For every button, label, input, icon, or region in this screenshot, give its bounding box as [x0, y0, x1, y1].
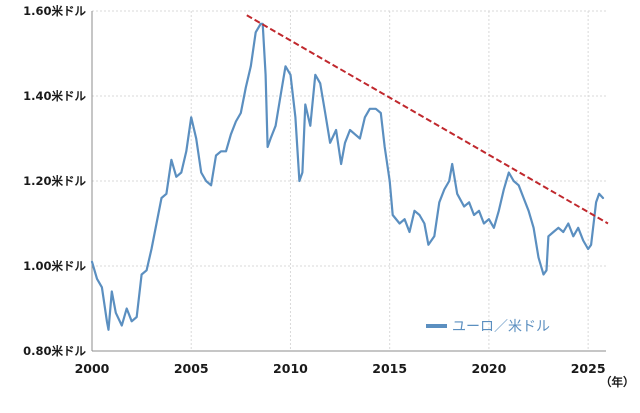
- trendline-layer: [246, 14, 609, 225]
- y-tick-label-1: 1.00米ドル: [23, 259, 86, 273]
- x-axis-unit-label: （年）: [600, 375, 635, 389]
- series-line-eurusd: [90, 22, 605, 331]
- x-tick-label-1: 2005: [174, 361, 209, 376]
- axes: [91, 11, 606, 352]
- series-layer: [90, 22, 605, 331]
- x-tick-label-3: 2015: [372, 361, 407, 376]
- gridlines: [92, 10, 606, 351]
- x-tick-label-4: 2020: [472, 361, 507, 376]
- x-tick-label-5: 2025: [571, 361, 606, 376]
- legend: ユーロ／米ドル: [426, 319, 550, 335]
- x-tick-label-2: 2010: [273, 361, 308, 376]
- y-tick-label-3: 1.40米ドル: [23, 89, 86, 103]
- y-tick-label-4: 1.60米ドル: [23, 4, 86, 18]
- y-axis-ticks: 0.80米ドル 1.00米ドル 1.20米ドル 1.40米ドル 1.60米ドル: [23, 4, 86, 358]
- trendline-dashed: [246, 14, 609, 225]
- y-tick-label-0: 0.80米ドル: [23, 344, 86, 358]
- y-tick-label-2: 1.20米ドル: [23, 174, 86, 188]
- legend-label: ユーロ／米ドル: [452, 319, 550, 335]
- x-tick-label-0: 2000: [75, 361, 110, 376]
- x-axis-ticks: 2000 2005 2010 2015 2020 2025: [75, 361, 606, 376]
